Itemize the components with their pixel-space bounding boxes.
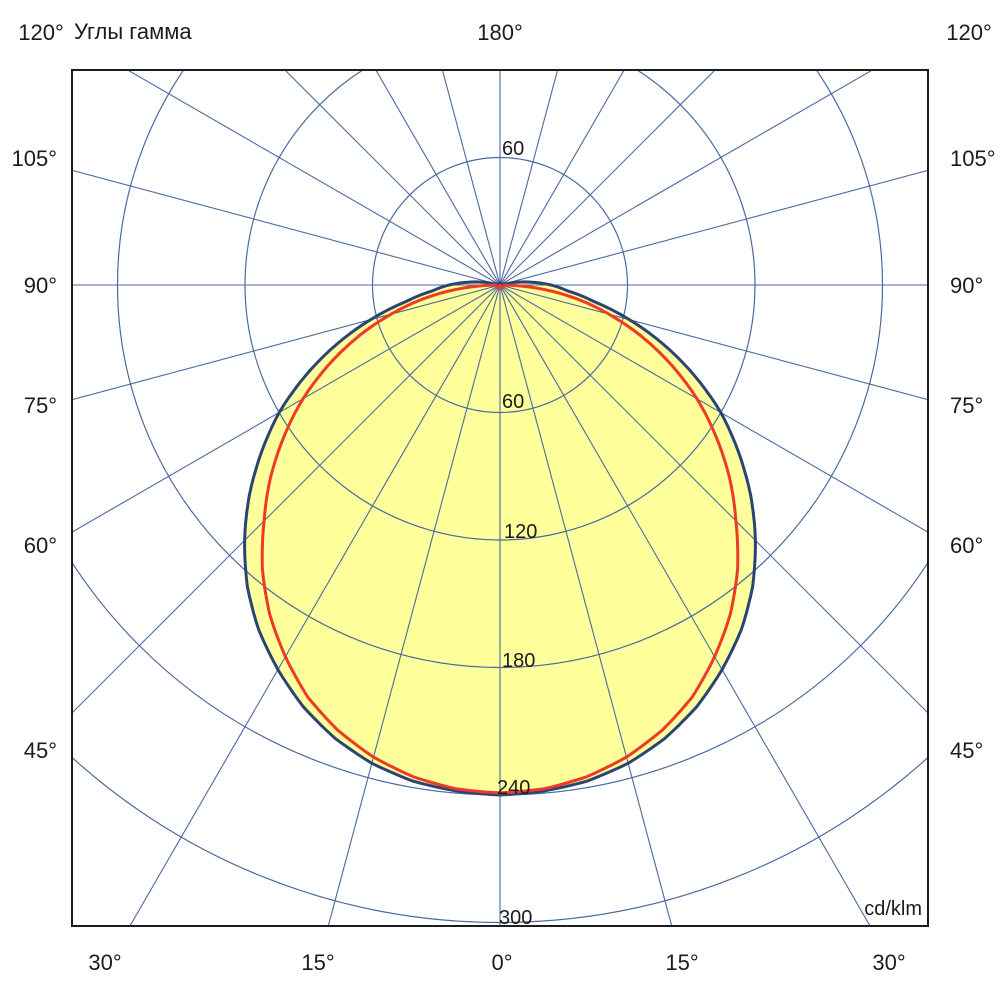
grid-ray	[129, 284, 501, 926]
gamma-angle-label: 90°	[950, 273, 983, 298]
grid-ray	[499, 70, 874, 286]
grid-ray	[499, 284, 928, 714]
grid-ray	[499, 169, 928, 286]
gamma-angle-label: 0°	[491, 950, 512, 975]
intensity-scale-label: 60	[502, 391, 524, 413]
intensity-scale-label: 300	[499, 907, 532, 929]
gamma-angle-label: 60°	[24, 533, 57, 558]
gamma-angle-label: 45°	[24, 738, 57, 763]
gamma-angle-label: 90°	[24, 273, 57, 298]
gamma-angle-label: 45°	[950, 738, 983, 763]
gamma-angle-label: 180°	[477, 20, 523, 45]
grid-ray	[72, 169, 501, 286]
gamma-angle-label: 120°	[18, 20, 64, 45]
grid-ray	[499, 284, 928, 401]
grid-ray	[72, 284, 501, 401]
plot-border	[71, 69, 929, 927]
intensity-scale-label: 120	[504, 521, 537, 543]
chart-title: Углы гамма	[74, 19, 192, 44]
gamma-angle-label: 75°	[950, 393, 983, 418]
gamma-angle-label: 30°	[88, 950, 121, 975]
grid-ray	[499, 70, 559, 286]
c90-c270-curve	[260, 283, 740, 795]
gamma-angle-label: 15°	[301, 950, 334, 975]
gamma-angle-label: 30°	[872, 950, 905, 975]
grid-ray	[72, 284, 501, 714]
grid-ray	[284, 70, 501, 286]
grid-ray	[375, 70, 501, 286]
grid-ray	[441, 70, 501, 286]
gamma-angle-label: 105°	[950, 146, 996, 171]
gamma-angle-label: 75°	[24, 393, 57, 418]
grid-ray	[72, 284, 501, 533]
gamma-angle-label: 60°	[950, 533, 983, 558]
c0-c180-curve	[243, 280, 757, 797]
pole-dot-red	[497, 284, 503, 290]
grid-ray	[499, 70, 716, 286]
intensity-scale-label: 240	[497, 777, 530, 799]
grid-ray	[126, 70, 501, 286]
unit-label: cd/klm	[864, 898, 922, 920]
intensity-scale-label: 180	[502, 650, 535, 672]
grid-ray	[499, 284, 928, 533]
grid-ray	[499, 284, 871, 926]
gamma-angle-label: 105°	[11, 146, 57, 171]
grid-ray	[499, 70, 625, 286]
intensity-scale-label: 60	[502, 138, 524, 160]
gamma-angle-label: 120°	[946, 20, 992, 45]
gamma-angle-label: 15°	[665, 950, 698, 975]
